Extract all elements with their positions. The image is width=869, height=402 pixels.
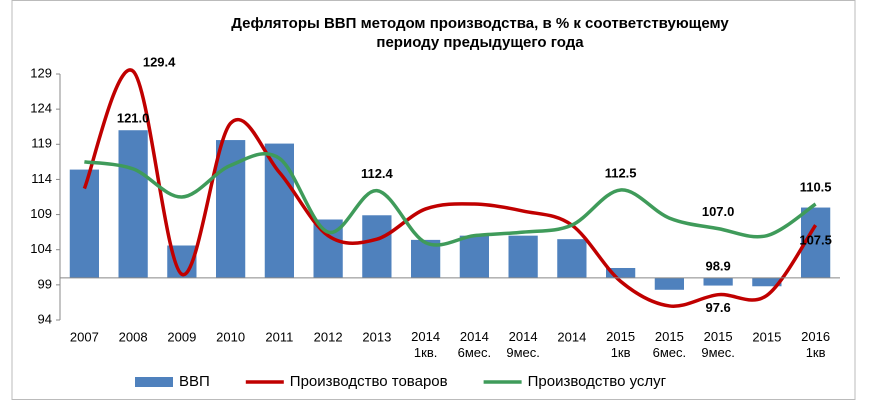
y-tick-label: 124 bbox=[30, 101, 52, 116]
value-label: 129.4 bbox=[143, 55, 176, 70]
bar bbox=[752, 277, 782, 287]
chart-title: периоду предыдущего года bbox=[376, 34, 584, 51]
bar bbox=[362, 215, 392, 278]
x-tick-label: 2016 1кв bbox=[801, 329, 830, 360]
x-tick-label: 2013 bbox=[362, 329, 391, 344]
bar bbox=[216, 140, 246, 278]
legend-swatch bbox=[135, 377, 173, 387]
chart-frame bbox=[11, 0, 856, 400]
value-label: 107.5 bbox=[799, 233, 832, 248]
value-label: 97.6 bbox=[705, 300, 730, 315]
x-tick-line: 1кв bbox=[806, 345, 826, 360]
y-tick-label: 104 bbox=[30, 241, 52, 256]
bar bbox=[703, 277, 733, 286]
x-tick-line: 9мес. bbox=[701, 345, 735, 360]
x-tick-label: 2015 6мес. bbox=[653, 329, 687, 360]
y-tick-label: 94 bbox=[38, 311, 52, 326]
y-tick-label: 99 bbox=[38, 276, 52, 291]
x-tick-label: 2008 bbox=[119, 329, 148, 344]
legend-label: Производство услуг bbox=[528, 373, 667, 390]
y-tick-label: 109 bbox=[30, 206, 52, 221]
x-tick-label: 2015 9мес. bbox=[701, 329, 735, 360]
bar bbox=[654, 277, 684, 290]
bar bbox=[508, 235, 538, 278]
x-tick-line: 2015 bbox=[606, 329, 635, 344]
x-tick-line: 2014 bbox=[509, 329, 538, 344]
x-tick-line: 2016 bbox=[801, 329, 830, 344]
x-tick-label: 2014 6мес. bbox=[458, 329, 492, 360]
x-tick-label: 2014 1кв. bbox=[411, 329, 440, 360]
y-tick-label: 129 bbox=[30, 65, 52, 80]
x-tick-label: 2011 bbox=[265, 329, 293, 344]
bar bbox=[118, 130, 148, 278]
value-label: 110.5 bbox=[800, 179, 832, 194]
bar bbox=[264, 143, 294, 278]
x-tick-line: 2014 bbox=[411, 329, 440, 344]
x-tick-label: 2012 bbox=[314, 329, 343, 344]
bar bbox=[459, 235, 489, 278]
x-tick-line: 6мес. bbox=[458, 345, 492, 360]
x-tick-label: 2009 bbox=[167, 329, 196, 344]
x-tick-label: 2007 bbox=[70, 329, 99, 344]
bar bbox=[557, 239, 587, 278]
value-label: 112.4 bbox=[361, 166, 394, 181]
x-tick-line: 6мес. bbox=[653, 345, 687, 360]
chart-title: Дефляторы ВВП методом производства, в % … bbox=[231, 15, 729, 32]
x-tick-label: 2014 9мес. bbox=[506, 329, 540, 360]
bar bbox=[606, 267, 636, 278]
x-tick-label: 2015 1кв bbox=[606, 329, 635, 360]
value-label: 107.0 bbox=[702, 204, 735, 219]
x-tick-line: 1кв. bbox=[414, 345, 437, 360]
legend-label: Производство товаров bbox=[290, 373, 448, 390]
legend-label: ВВП bbox=[179, 373, 210, 390]
y-tick-label: 114 bbox=[31, 171, 52, 186]
value-label: 98.9 bbox=[705, 258, 730, 273]
x-tick-line: 2015 bbox=[704, 329, 733, 344]
line bbox=[84, 152, 817, 247]
x-tick-label: 2014 bbox=[557, 329, 586, 344]
x-tick-line: 2014 bbox=[460, 329, 489, 344]
value-label: 112.5 bbox=[605, 165, 637, 180]
y-tick-label: 119 bbox=[31, 136, 52, 151]
line bbox=[82, 68, 818, 308]
x-tick-label: 2015 bbox=[752, 329, 781, 344]
x-tick-line: 1кв bbox=[611, 345, 631, 360]
x-tick-line: 9мес. bbox=[506, 345, 540, 360]
x-tick-label: 2010 bbox=[216, 329, 245, 344]
x-tick-line: 2015 bbox=[655, 329, 684, 344]
value-label: 121.0 bbox=[117, 111, 150, 126]
